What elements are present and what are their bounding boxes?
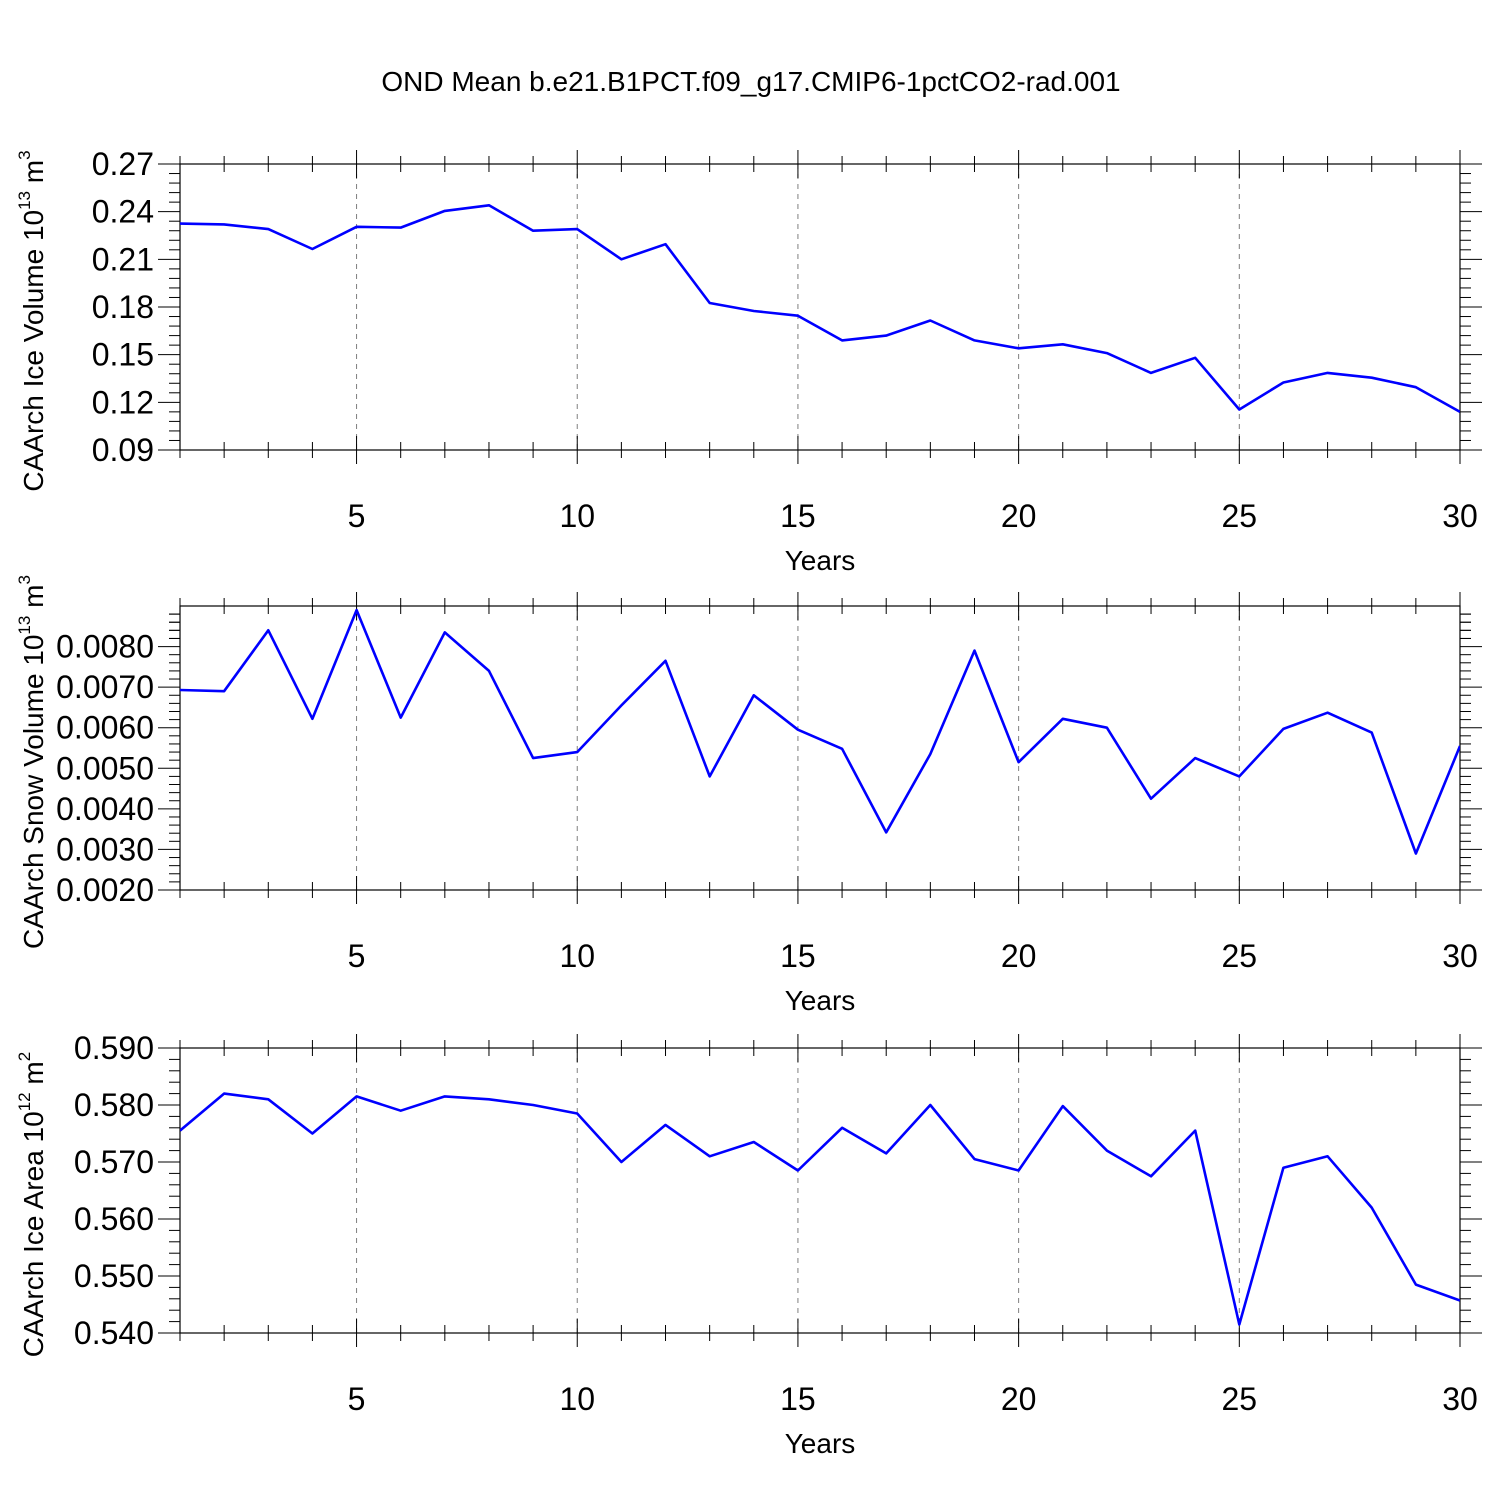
x-axis-label: Years (785, 1428, 856, 1459)
chart-title: OND Mean b.e21.B1PCT.f09_g17.CMIP6-1pctC… (381, 66, 1120, 97)
x-tick-label: 20 (1001, 498, 1037, 534)
y-axis-label: CAArch Snow Volume 1013 m3 (15, 575, 49, 949)
series-line (180, 1092, 1460, 1326)
x-tick-label: 10 (559, 938, 595, 974)
y-tick-label: 0.27 (92, 146, 154, 182)
series-line (180, 204, 1460, 414)
y-tick-label: 0.0030 (56, 831, 154, 867)
y-tick-label: 0.560 (74, 1201, 154, 1237)
x-tick-label: 20 (1001, 938, 1037, 974)
x-tick-label: 10 (559, 498, 595, 534)
plot-frame (179, 163, 1461, 451)
x-tick-label: 30 (1442, 498, 1478, 534)
y-tick-label: 0.540 (74, 1315, 154, 1351)
chart-panel-2: 0.0020 0.0030 0.0040 0.0050 0.0060 0.0070 0.00… (15, 575, 1482, 1016)
x-tick-label: 5 (348, 1381, 366, 1417)
y-tick-label: 0.0080 (56, 629, 154, 665)
y-tick-label: 0.0070 (56, 669, 154, 705)
y-axis-label: CAArch Ice Area 1012 m2 (15, 1052, 49, 1357)
x-tick-label: 5 (348, 498, 366, 534)
y-tick-label: 0.0020 (56, 872, 154, 908)
y-tick-label: 0.0050 (56, 750, 154, 786)
series-line (180, 608, 1460, 855)
x-tick-label: 25 (1222, 1381, 1258, 1417)
x-tick-label: 20 (1001, 1381, 1037, 1417)
x-tick-label: 30 (1442, 938, 1478, 974)
chart-panel-1: 0.09 0.12 0.15 0.18 0.21 0.24 0.27 5 10 15 20 25 30 Y… (15, 146, 1482, 576)
y-tick-label: 0.21 (92, 241, 154, 277)
y-tick-label: 0.0040 (56, 791, 154, 827)
y-tick-label: 0.580 (74, 1087, 154, 1123)
x-tick-label: 25 (1222, 498, 1258, 534)
panels: 0.09 0.12 0.15 0.18 0.21 0.24 0.27 5 10 15 20 25 30 Y… (15, 146, 1482, 1459)
y-tick-label: 0.18 (92, 289, 154, 325)
x-tick-label: 25 (1222, 938, 1258, 974)
x-tick-label: 10 (559, 1381, 595, 1417)
x-tick-label: 5 (348, 938, 366, 974)
y-tick-label: 0.12 (92, 384, 154, 420)
y-axis-label: CAArch Ice Volume 1013 m3 (15, 150, 49, 491)
x-tick-label: 15 (780, 938, 816, 974)
y-tick-label: 0.0060 (56, 710, 154, 746)
y-tick-label: 0.24 (92, 194, 154, 230)
x-tick-label: 15 (780, 498, 816, 534)
y-tick-label: 0.15 (92, 337, 154, 373)
x-tick-label: 15 (780, 1381, 816, 1417)
y-tick-label: 0.590 (74, 1030, 154, 1066)
chart-panel-3: 0.540 0.550 0.560 0.570 0.580 0.590 5 10 15 20 25 3… (15, 1030, 1482, 1459)
y-tick-label: 0.09 (92, 432, 154, 468)
y-tick-label: 0.550 (74, 1258, 154, 1294)
y-tick-label: 0.570 (74, 1144, 154, 1180)
x-axis-label: Years (785, 545, 856, 576)
x-axis-label: Years (785, 985, 856, 1016)
x-tick-label: 30 (1442, 1381, 1478, 1417)
plot-frame (179, 1047, 1461, 1334)
